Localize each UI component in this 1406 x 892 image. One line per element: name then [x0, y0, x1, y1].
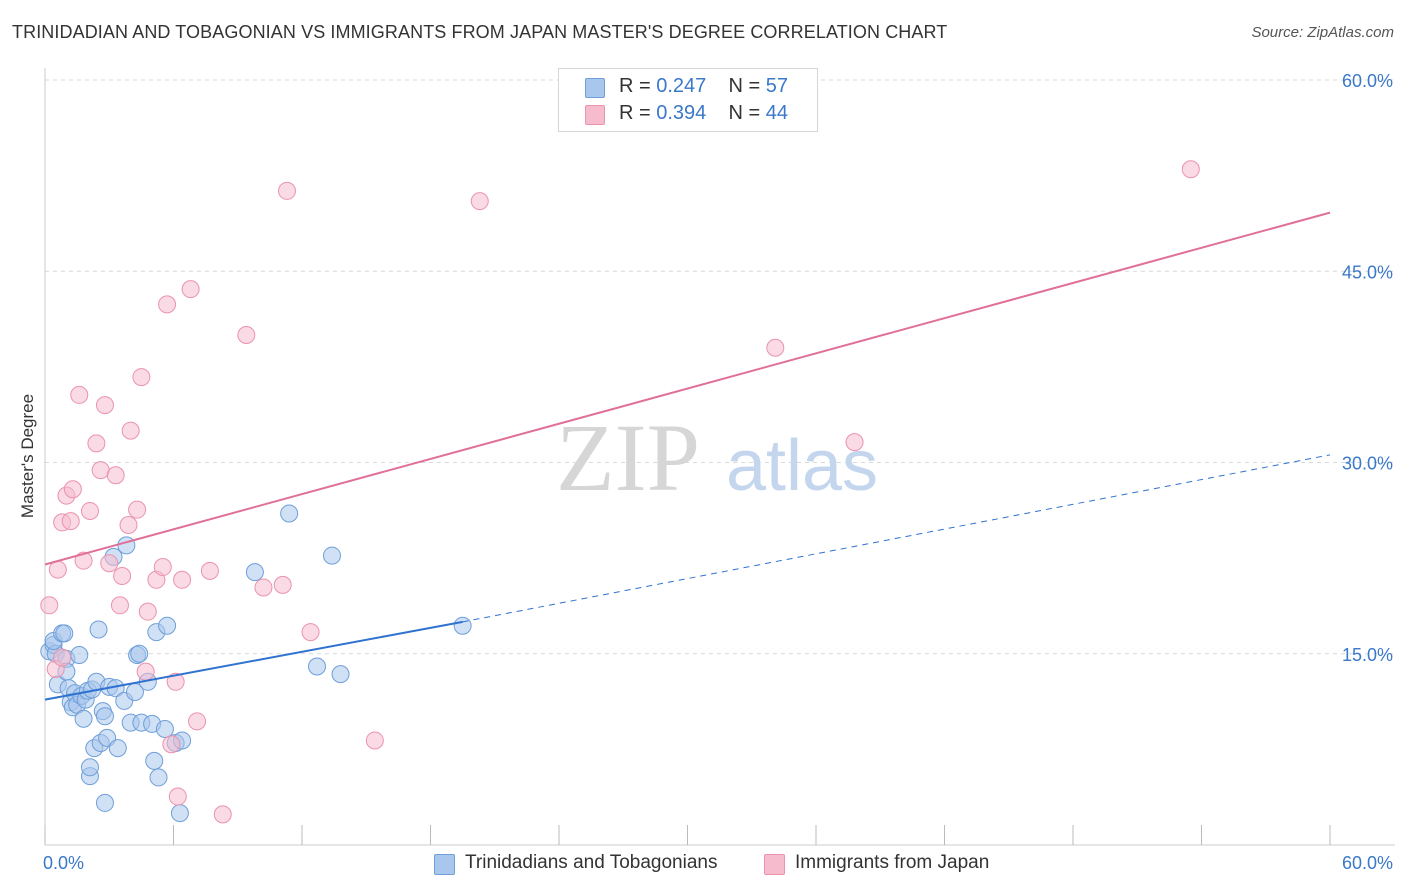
point-japan — [70, 385, 89, 404]
point-trinidadian — [307, 657, 326, 676]
bottom-legend-label: Immigrants from Japan — [795, 852, 990, 873]
point-japan — [278, 181, 297, 200]
x-tick-label-max: 60.0% — [1342, 853, 1393, 873]
watermark: ZIP atlas — [556, 404, 878, 511]
point-trinidadian — [74, 709, 93, 728]
point-trinidadian — [145, 751, 164, 770]
point-japan — [91, 461, 110, 480]
legend-n-label: N = — [728, 102, 761, 124]
point-trinidadian — [95, 793, 114, 812]
point-trinidadian — [331, 665, 350, 684]
point-japan — [213, 805, 232, 824]
point-japan — [273, 575, 292, 594]
point-japan — [1181, 160, 1200, 179]
point-japan — [119, 515, 138, 534]
trend-line-japan — [44, 211, 1331, 566]
point-trinidadian — [95, 707, 114, 726]
point-japan — [158, 295, 177, 314]
legend-r-value: 0.394 — [656, 102, 707, 124]
point-trinidadian — [170, 804, 189, 823]
chart-title: TRINIDADIAN AND TOBAGONIAN VS IMMIGRANTS… — [12, 22, 948, 42]
point-trinidadian — [55, 624, 74, 643]
point-japan — [181, 280, 200, 299]
bottom-legend-swatch-blue — [434, 854, 455, 875]
legend-r-label: R = — [619, 75, 651, 97]
point-japan — [100, 554, 119, 573]
point-japan — [63, 480, 82, 499]
point-trinidadian — [130, 644, 149, 663]
point-japan — [128, 500, 147, 519]
bottom-legend-label: Trinidadians and Tobagonians — [465, 852, 718, 873]
point-trinidadian — [280, 504, 299, 523]
point-japan — [40, 596, 59, 615]
point-trinidadian — [245, 563, 264, 582]
point-trinidadian — [149, 768, 168, 787]
trend-lines — [44, 211, 1331, 701]
point-japan — [470, 192, 489, 211]
trend-line-trinidadian — [44, 620, 463, 701]
trend-line-trinidadian-extension — [462, 454, 1331, 623]
correlation-legend: R = 0.247 N = 57 R = 0.394 N = 44 — [558, 68, 818, 132]
point-japan — [237, 326, 256, 344]
point-japan — [106, 466, 125, 485]
point-japan — [254, 578, 273, 597]
source-credit: Source: ZipAtlas.com — [1251, 24, 1394, 41]
bottom-legend-swatch-pink — [764, 854, 785, 875]
point-japan — [365, 731, 384, 750]
point-japan — [121, 421, 140, 440]
legend-swatch-blue — [585, 78, 605, 98]
y-tick-label: 30.0% — [1342, 454, 1393, 474]
point-japan — [162, 735, 181, 754]
point-japan — [74, 551, 93, 570]
point-japan — [138, 602, 157, 621]
point-trinidadian — [89, 620, 108, 639]
legend-r-value: 0.247 — [656, 75, 707, 97]
point-trinidadian — [155, 719, 174, 738]
point-japan — [188, 712, 207, 731]
y-tick-label: 60.0% — [1342, 71, 1393, 91]
point-trinidadian — [108, 739, 127, 758]
point-japan — [95, 396, 114, 415]
point-japan — [168, 787, 187, 806]
legend-n-label: N = — [728, 75, 761, 97]
y-axis-label: Master's Degree — [18, 393, 37, 519]
point-japan — [113, 566, 132, 585]
point-trinidadian — [117, 536, 136, 555]
point-trinidadian — [322, 546, 341, 565]
axes — [44, 68, 1395, 846]
point-japan — [153, 558, 172, 577]
y-tick-label: 45.0% — [1342, 262, 1393, 282]
point-japan — [110, 596, 129, 615]
legend-n-value: 44 — [765, 102, 789, 124]
y-tick-label: 15.0% — [1342, 645, 1393, 665]
watermark-zip: ZIP — [556, 404, 700, 511]
x-tick-label-min: 0.0% — [43, 853, 84, 873]
point-japan — [173, 570, 192, 589]
point-japan — [200, 561, 219, 580]
point-japan — [53, 648, 72, 667]
point-japan — [87, 434, 106, 453]
point-trinidadian — [70, 646, 89, 665]
data-points — [40, 160, 1200, 824]
point-japan — [766, 338, 785, 357]
point-japan — [845, 433, 864, 452]
point-japan — [61, 512, 80, 531]
point-trinidadian — [158, 616, 177, 635]
point-japan — [80, 501, 99, 520]
point-japan — [48, 560, 67, 579]
point-japan — [132, 368, 151, 387]
point-trinidadian — [80, 758, 99, 777]
legend-r-label: R = — [619, 102, 651, 124]
legend-n-value: 57 — [765, 75, 789, 97]
point-japan — [166, 672, 185, 691]
tick-labels: 15.0% 30.0% 45.0% 60.0% 0.0% 60.0% — [43, 71, 1393, 873]
legend-swatch-pink — [585, 105, 605, 125]
point-japan — [301, 623, 320, 642]
point-japan — [136, 662, 155, 681]
point-trinidadian — [453, 616, 472, 635]
